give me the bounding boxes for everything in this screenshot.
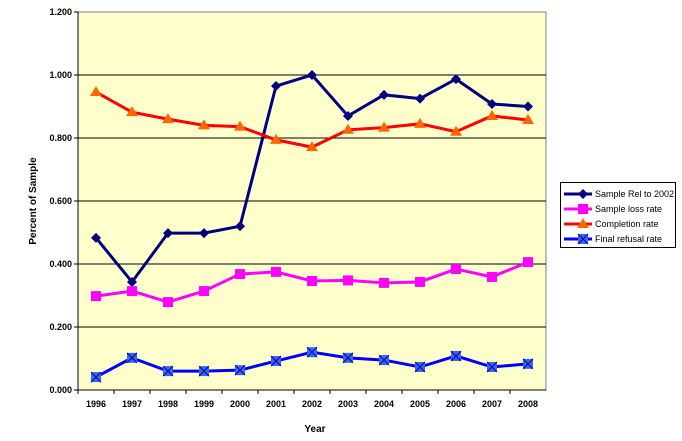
data-point — [451, 74, 461, 85]
data-point — [270, 133, 282, 144]
y-tick-label: 0.200 — [49, 322, 72, 332]
data-point — [162, 365, 174, 377]
x-tick-label: 1997 — [122, 399, 142, 409]
legend-marker-icon — [577, 233, 589, 244]
data-point — [198, 365, 210, 377]
data-point — [307, 70, 317, 80]
data-point — [127, 286, 137, 297]
series-1 — [91, 257, 533, 308]
x-tick-label: 1998 — [158, 399, 178, 409]
legend-swatch-icon — [564, 203, 592, 214]
y-tick-label: 0.000 — [49, 385, 72, 395]
legend-marker-icon — [578, 188, 588, 199]
data-point — [378, 121, 390, 132]
legend-marker-icon — [578, 203, 588, 214]
data-point — [414, 117, 426, 128]
data-point — [90, 371, 102, 383]
data-point — [162, 113, 174, 124]
data-point — [523, 101, 533, 112]
y-tick-label: 1.000 — [49, 70, 72, 80]
legend-swatch-icon — [564, 233, 592, 244]
x-tick-label: 2002 — [302, 399, 322, 409]
legend-label: Final refusal rate — [595, 233, 663, 244]
data-point — [415, 93, 425, 104]
data-point — [126, 352, 138, 364]
legend-item: Sample loss rate — [563, 201, 673, 216]
y-tick-label: 0.600 — [49, 196, 72, 206]
data-point — [235, 221, 245, 232]
data-point — [235, 269, 245, 280]
data-point — [486, 361, 498, 373]
x-tick-label: 1999 — [194, 399, 214, 409]
data-point — [451, 264, 461, 275]
legend-marker-icon — [577, 217, 589, 228]
x-axis-title: Year — [304, 424, 325, 435]
y-axis-title: Percent of Sample — [28, 157, 39, 245]
legend-swatch-icon — [564, 217, 592, 228]
data-point — [91, 291, 101, 302]
data-point — [307, 276, 317, 287]
data-point — [163, 297, 173, 308]
x-tick-label: 2006 — [446, 399, 466, 409]
x-tick-label: 2000 — [230, 399, 250, 409]
data-point — [450, 350, 462, 362]
legend-swatch-icon — [564, 188, 592, 199]
data-point — [523, 257, 533, 268]
data-point — [270, 355, 282, 367]
data-point — [199, 228, 209, 239]
series-0 — [91, 70, 533, 287]
legend-label: Sample Rel to 2002 — [595, 188, 675, 199]
legend-item: Final refusal rate — [563, 231, 673, 246]
data-point — [198, 119, 210, 130]
x-tick-label: 2005 — [410, 399, 430, 409]
data-point — [450, 125, 462, 136]
data-point — [127, 276, 137, 287]
data-point — [487, 271, 497, 282]
data-point — [486, 109, 498, 120]
series-2 — [90, 86, 534, 152]
data-point — [415, 276, 425, 287]
x-tick-label: 2003 — [338, 399, 358, 409]
data-point — [234, 364, 246, 376]
data-point — [234, 120, 246, 131]
x-tick-label: 2007 — [482, 399, 502, 409]
data-point — [414, 361, 426, 373]
data-point — [343, 110, 353, 121]
data-point — [271, 266, 281, 277]
legend-item: Sample Rel to 2002 — [563, 186, 675, 201]
data-point — [342, 123, 354, 134]
y-tick-label: 0.400 — [49, 259, 72, 269]
legend: Sample Rel to 2002 Sample loss rate Comple… — [560, 182, 676, 248]
data-point — [306, 346, 318, 358]
data-point — [342, 352, 354, 364]
data-point — [91, 232, 101, 243]
data-point — [126, 106, 138, 117]
y-tick-label: 0.800 — [49, 133, 72, 143]
data-point — [378, 354, 390, 366]
data-point — [379, 277, 389, 288]
x-tick-label: 2008 — [518, 399, 538, 409]
legend-item: Completion rate — [563, 216, 673, 231]
data-point — [487, 98, 497, 109]
data-point — [199, 286, 209, 297]
data-point — [306, 141, 318, 152]
data-point — [271, 81, 281, 92]
x-tick-label: 1996 — [86, 399, 106, 409]
y-tick-label: 1.200 — [49, 7, 72, 17]
series-3 — [90, 346, 534, 383]
data-point — [90, 86, 102, 97]
data-point — [522, 358, 534, 370]
x-tick-label: 2004 — [374, 399, 394, 409]
data-point — [343, 275, 353, 286]
data-point — [379, 89, 389, 100]
legend-label: Completion rate — [595, 218, 659, 229]
data-point — [163, 228, 173, 239]
data-point — [522, 114, 534, 125]
legend-label: Sample loss rate — [595, 203, 663, 214]
x-tick-label: 2001 — [266, 399, 286, 409]
